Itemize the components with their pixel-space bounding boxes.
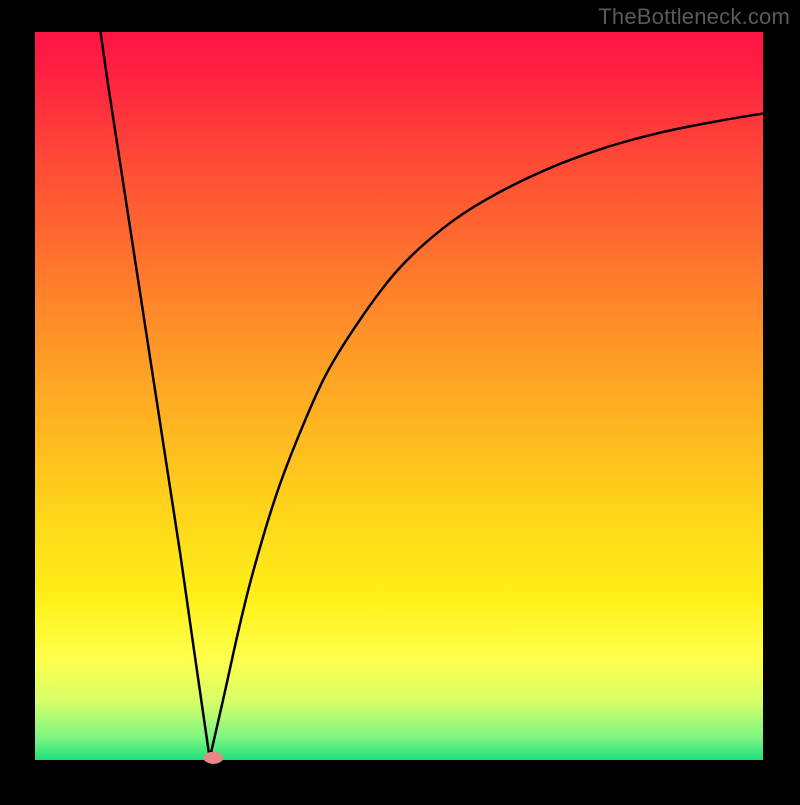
bottleneck-chart — [0, 0, 800, 800]
optimal-point-marker — [203, 752, 223, 764]
plot-gradient-background — [35, 32, 763, 760]
bottleneck-chart-container: TheBottleneck.com — [0, 0, 800, 800]
watermark-text: TheBottleneck.com — [598, 4, 790, 30]
